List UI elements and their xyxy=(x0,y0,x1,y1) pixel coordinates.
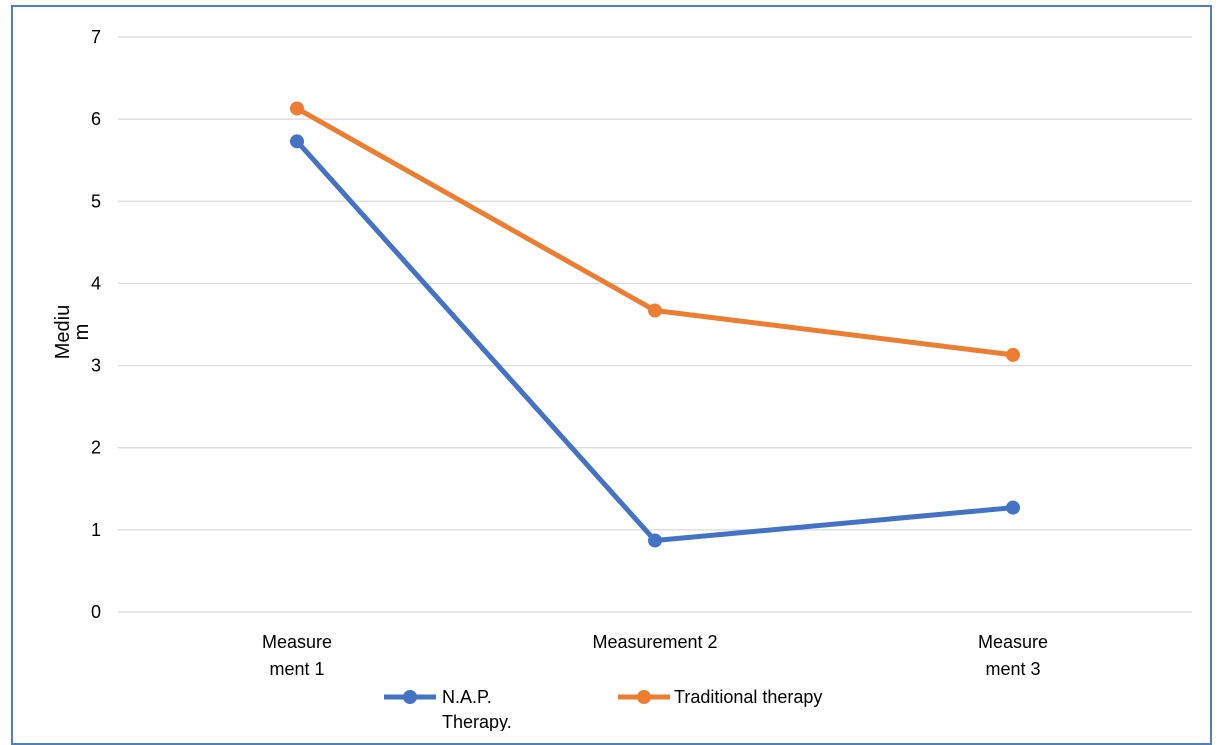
y-axis-ticks: 0 1 2 3 4 5 6 7 xyxy=(91,27,101,622)
y-tick-label: 0 xyxy=(91,602,101,622)
legend-label: N.A.P. Therapy. xyxy=(442,687,512,731)
y-axis-label: Medium xyxy=(52,305,93,359)
series-lines xyxy=(290,101,1020,548)
y-axis-title: Medium xyxy=(52,305,93,359)
y-tick-label: 3 xyxy=(91,356,101,376)
legend: N.A.P. Therapy. Traditional therapy xyxy=(384,687,822,731)
x-tick-label: Measure ment 3 xyxy=(978,632,1048,679)
y-tick-label: 6 xyxy=(91,109,101,129)
y-tick-label: 7 xyxy=(91,27,101,47)
y-tick-label: 2 xyxy=(91,438,101,458)
series-line xyxy=(294,105,1016,358)
gridlines xyxy=(118,36,1192,613)
y-tick-label: 5 xyxy=(91,191,101,211)
legend-entry: Traditional therapy xyxy=(618,687,822,707)
legend-swatch-marker xyxy=(403,690,417,704)
data-point xyxy=(1006,500,1020,515)
data-point xyxy=(648,533,662,548)
y-tick-label: 4 xyxy=(91,273,101,293)
chart-frame xyxy=(11,5,1212,745)
legend-label: Traditional therapy xyxy=(674,687,822,707)
series-2 xyxy=(290,101,1020,362)
data-point xyxy=(1006,347,1020,362)
series-1 xyxy=(290,134,1020,548)
x-tick-label: Measure ment 1 xyxy=(262,632,332,679)
legend-entry: N.A.P. Therapy. xyxy=(384,687,512,731)
data-point xyxy=(290,134,304,149)
data-point xyxy=(648,303,662,318)
legend-swatch-marker xyxy=(637,690,651,704)
x-tick-label: Measurement 2 xyxy=(592,632,717,652)
y-tick-label: 1 xyxy=(91,520,101,540)
data-point xyxy=(290,101,304,116)
x-axis-ticks: Measure ment 1 Measurement 2 Measure ment 3 xyxy=(262,632,1048,679)
